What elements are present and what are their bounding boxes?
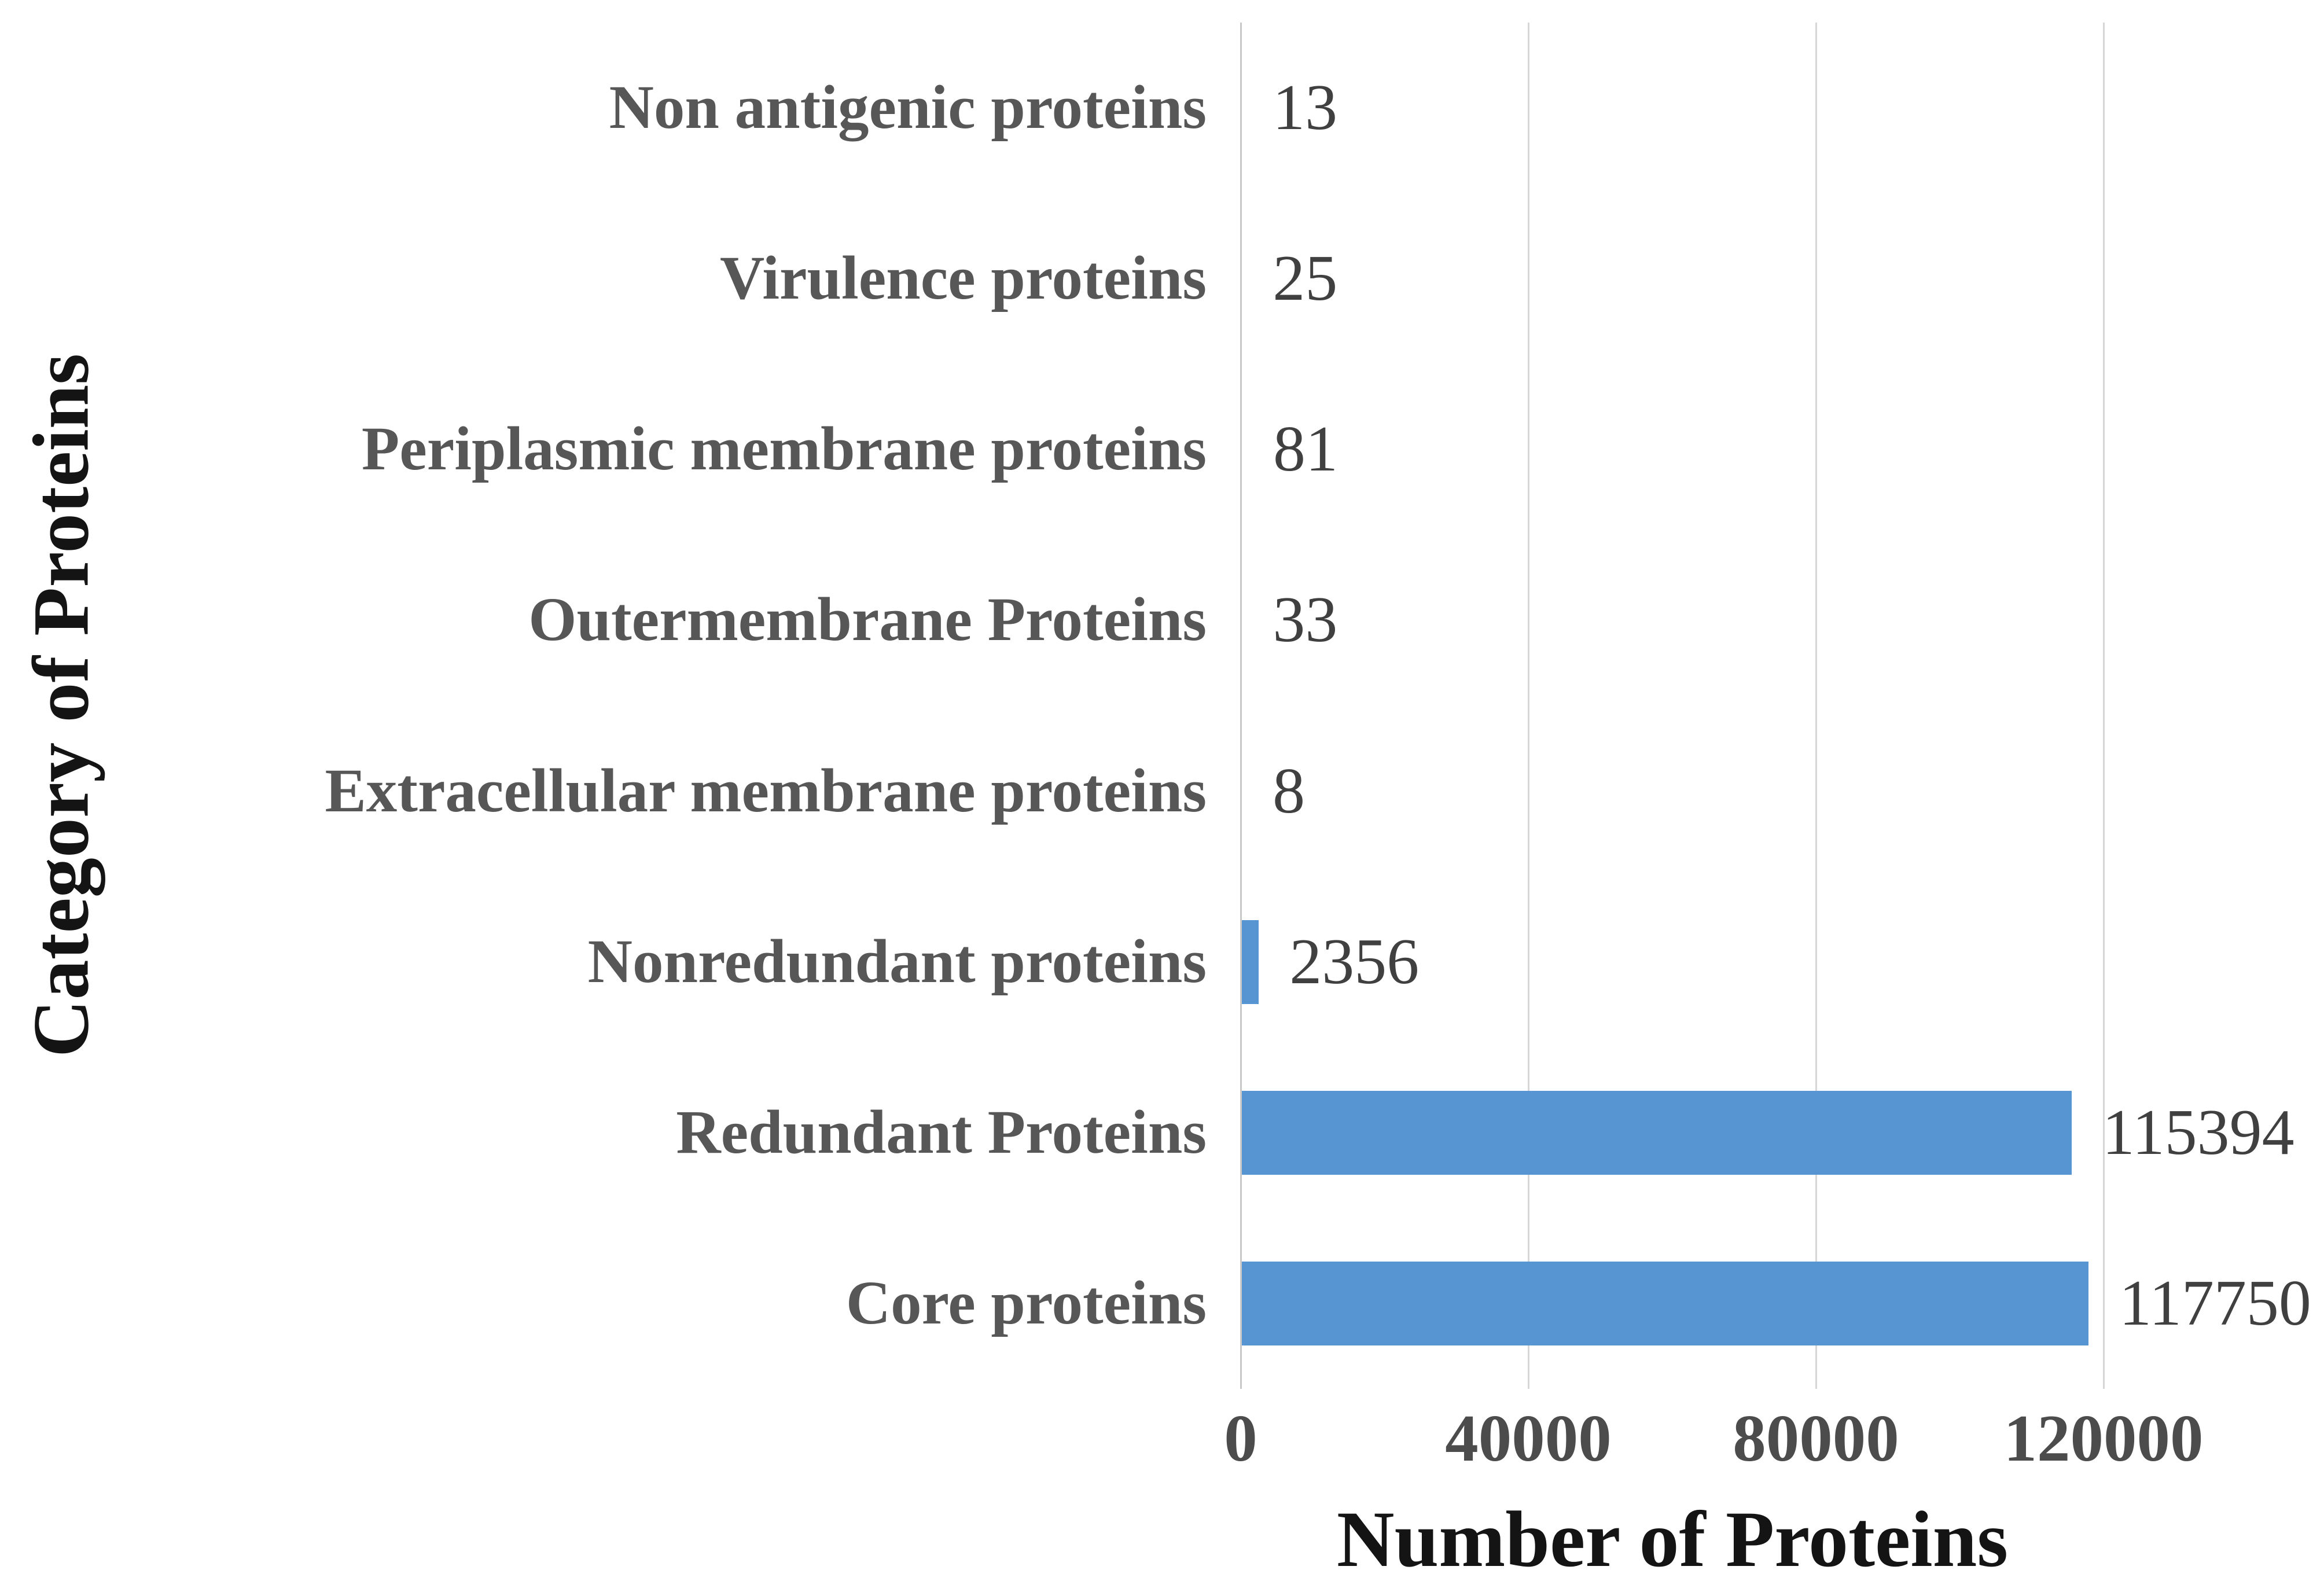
x-tick-label: 80000 bbox=[1733, 1402, 1899, 1475]
gridline bbox=[1527, 23, 1529, 1389]
category-label: Non antigenic proteins bbox=[609, 73, 1207, 142]
x-axis-title: Number of Proteins bbox=[1336, 1495, 2009, 1583]
x-tick-label: 120000 bbox=[2003, 1402, 2204, 1475]
gridline bbox=[2102, 23, 2105, 1389]
category-label: Redundant Proteins bbox=[676, 1098, 1207, 1167]
bar bbox=[1242, 1261, 2089, 1345]
category-label: Virulence proteins bbox=[719, 244, 1207, 313]
value-label: 115394 bbox=[2102, 1096, 2294, 1168]
value-label: 25 bbox=[1273, 242, 1338, 315]
category-label: Core proteins bbox=[845, 1269, 1207, 1337]
y-axis-line bbox=[1240, 23, 1242, 1389]
x-tick-label: 0 bbox=[1224, 1402, 1257, 1475]
category-label: Nonredundant proteins bbox=[587, 927, 1207, 996]
value-label: 2356 bbox=[1289, 925, 1420, 998]
gridline bbox=[1815, 23, 1817, 1389]
value-label: 81 bbox=[1273, 413, 1338, 486]
category-label: Periplasmic membrane proteins bbox=[361, 415, 1207, 484]
value-label: 13 bbox=[1273, 72, 1338, 144]
category-label: Extracellular membrane proteins bbox=[325, 756, 1207, 825]
x-tick-label: 40000 bbox=[1445, 1402, 1612, 1475]
value-label: 8 bbox=[1273, 755, 1306, 827]
value-label: 117750 bbox=[2119, 1267, 2311, 1339]
bar bbox=[1242, 1090, 2072, 1175]
bar bbox=[1242, 920, 1259, 1004]
value-label: 33 bbox=[1273, 584, 1338, 656]
category-label: Outermembrane Proteins bbox=[528, 586, 1207, 655]
